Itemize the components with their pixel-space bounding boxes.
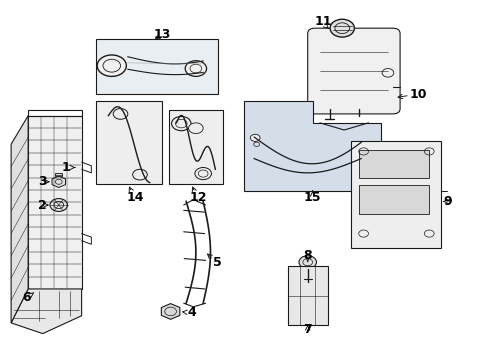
Text: 13: 13 [153,28,170,41]
Text: 15: 15 [303,191,321,204]
Bar [358,150,428,178]
Text: 6: 6 [22,291,31,304]
Circle shape [195,167,211,180]
Bar [287,266,327,325]
Circle shape [250,134,260,141]
Circle shape [113,109,127,119]
Bar [351,141,441,248]
Bar [96,102,162,184]
Circle shape [132,169,147,180]
Circle shape [329,19,354,37]
Text: 4: 4 [187,306,196,319]
Text: 2: 2 [38,198,47,212]
Bar [169,111,222,184]
Circle shape [171,116,191,131]
Polygon shape [161,303,180,319]
Text: 5: 5 [213,256,222,269]
Polygon shape [52,176,65,188]
Text: 3: 3 [39,175,47,188]
FancyBboxPatch shape [307,28,399,114]
Circle shape [188,123,203,134]
Polygon shape [11,289,81,334]
Text: 10: 10 [409,88,427,101]
Text: 1: 1 [61,161,70,174]
Circle shape [50,199,67,211]
Bar [96,39,217,94]
Text: 8: 8 [303,248,311,261]
Circle shape [298,256,316,269]
Text: 9: 9 [443,195,451,208]
Text: 11: 11 [314,14,331,27]
Bar [358,185,428,214]
Text: 14: 14 [126,191,143,204]
Circle shape [97,55,126,76]
Circle shape [185,61,206,76]
Polygon shape [28,116,81,289]
Polygon shape [11,116,28,323]
Bar [55,173,62,176]
Text: 7: 7 [303,323,311,336]
Text: 12: 12 [189,191,206,204]
Circle shape [357,144,366,151]
Polygon shape [244,102,380,191]
